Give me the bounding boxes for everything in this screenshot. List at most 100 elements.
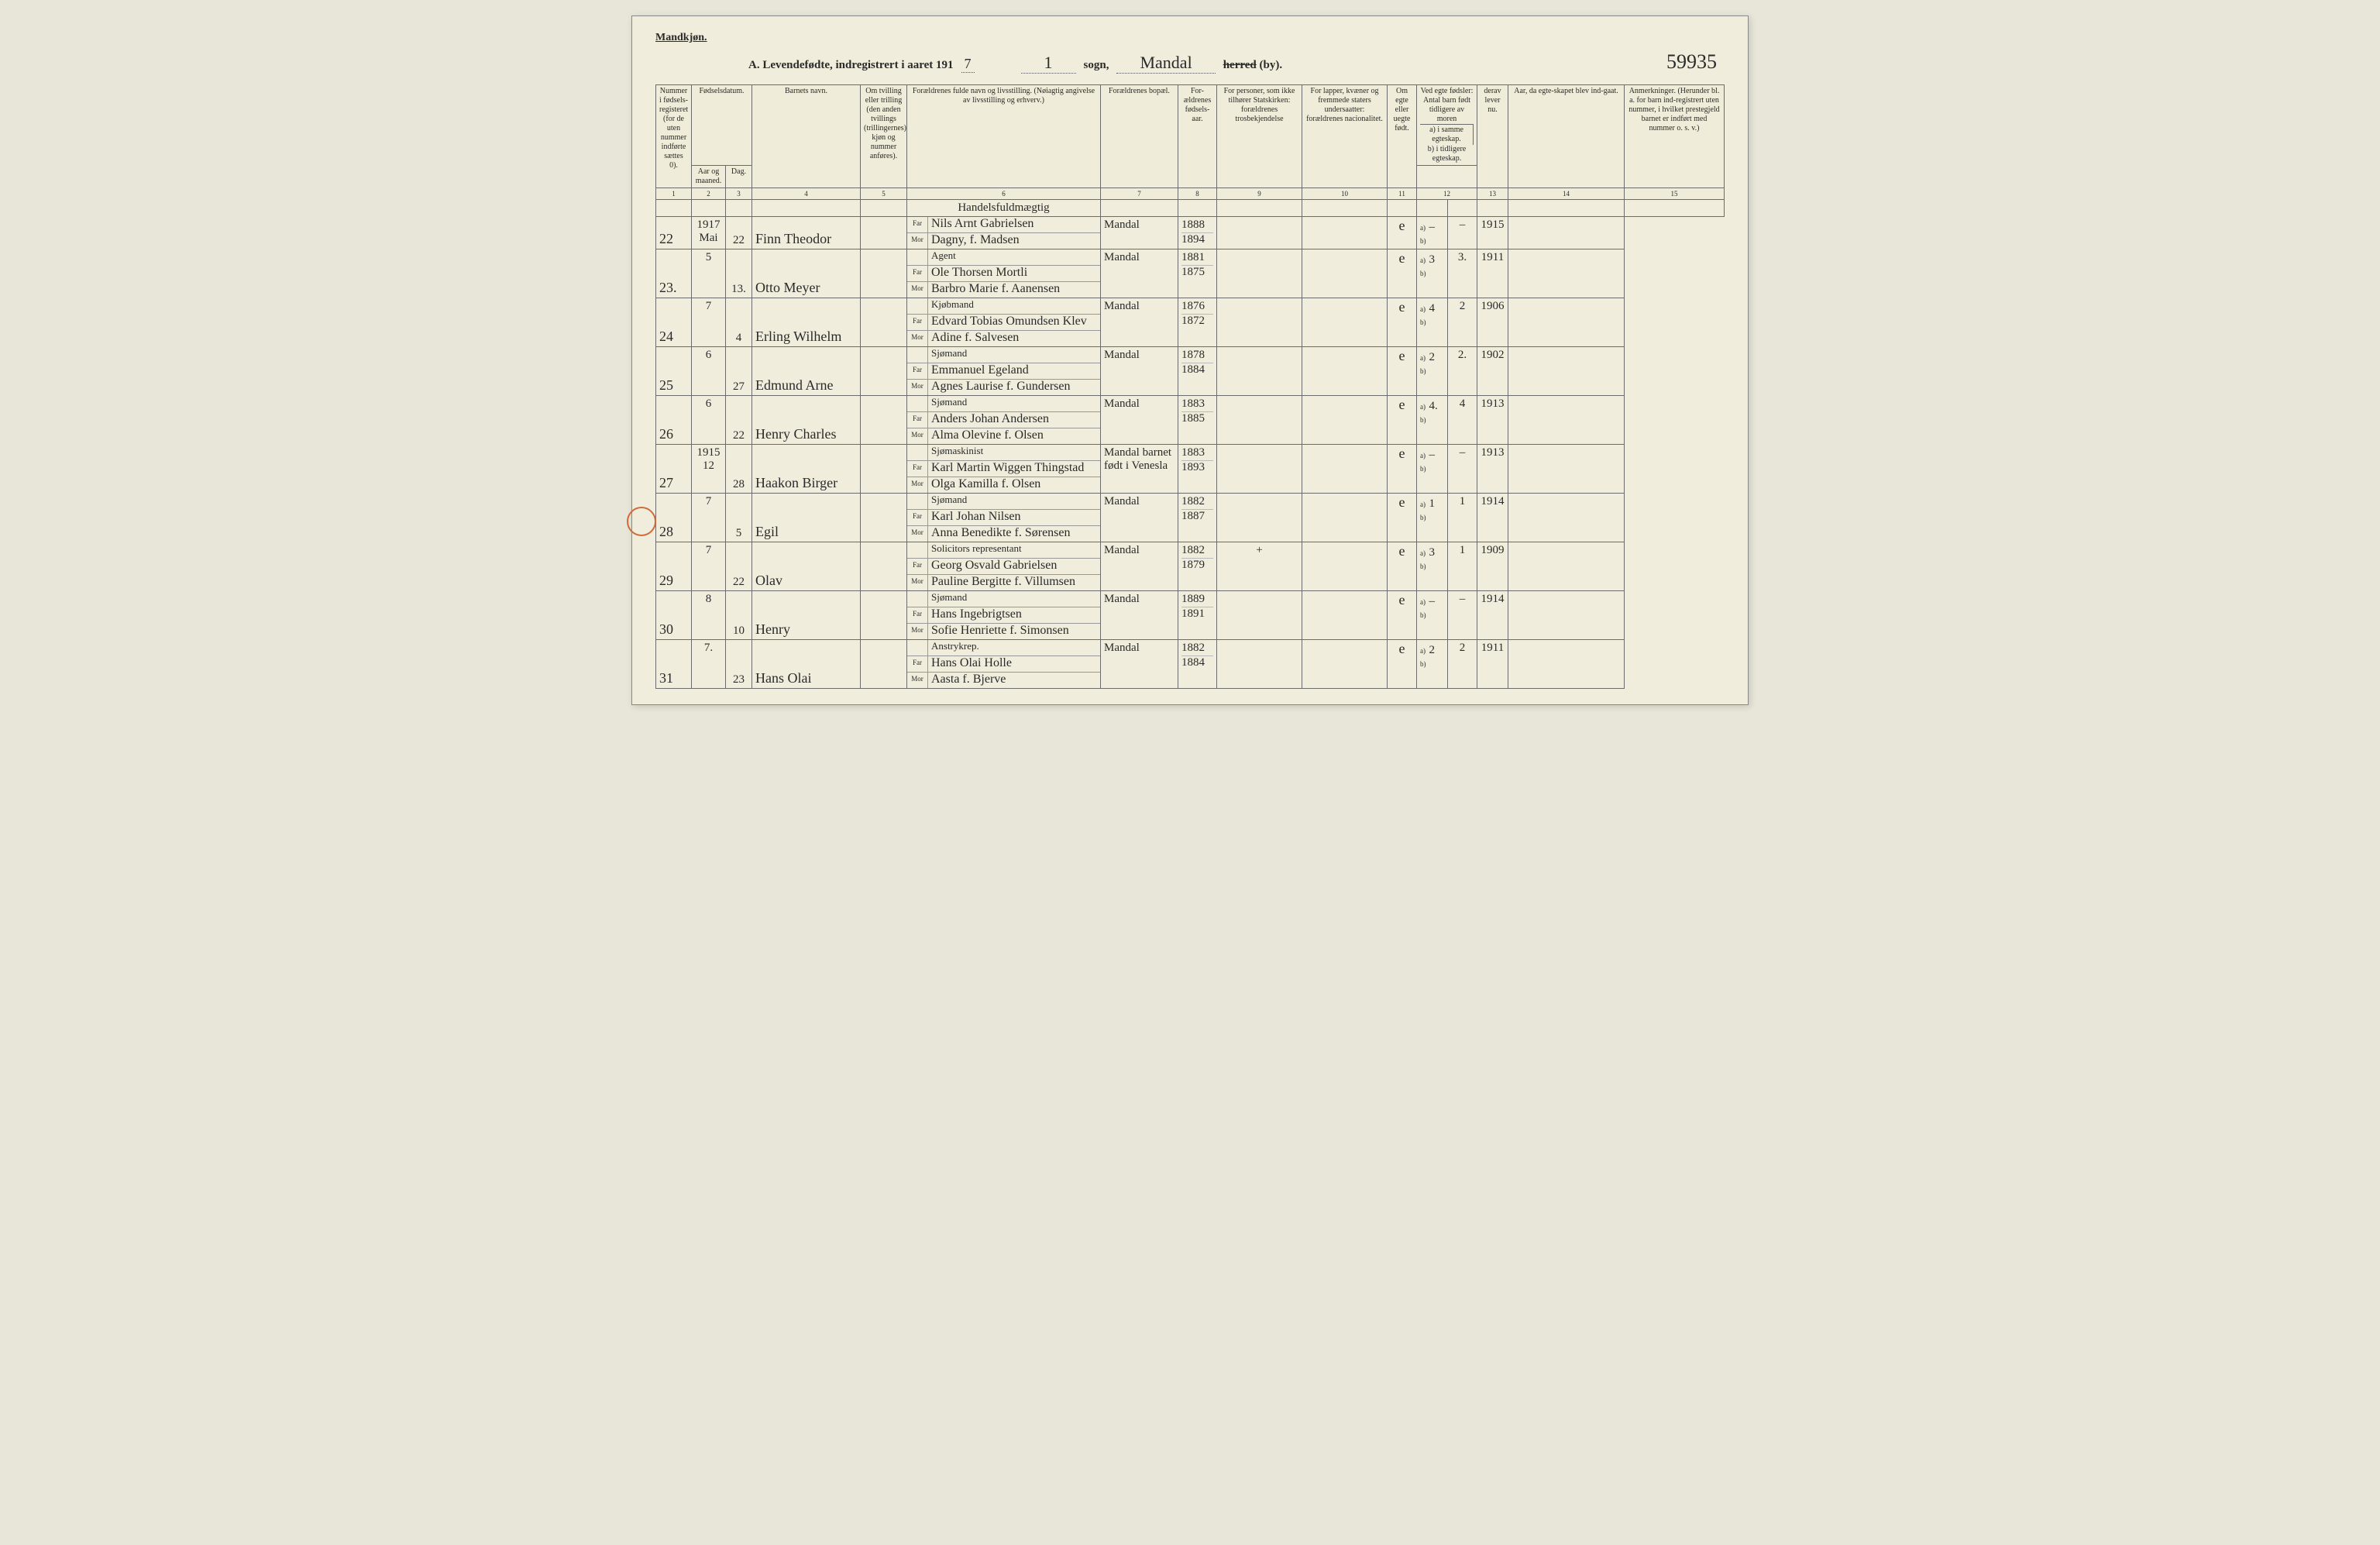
table-row: 25 6 27 Edmund Arne Sjømand Far Emmanuel… xyxy=(656,347,1725,396)
cell-day: 22 xyxy=(726,542,752,591)
cell-parents: Sjømaskinist Far Karl Martin Wiggen Thin… xyxy=(907,445,1101,494)
cell-birth-years: 1889 1891 xyxy=(1178,591,1217,640)
prev-a: a) 1 xyxy=(1420,495,1444,513)
cell-day: 27 xyxy=(726,347,752,396)
col-4-header: Barnets navn. xyxy=(752,85,861,188)
prev-b: b) xyxy=(1420,415,1444,426)
cell-religion xyxy=(1217,249,1302,298)
cell-religion xyxy=(1217,445,1302,494)
cell-legitimate: e xyxy=(1388,217,1417,249)
far-label: Far xyxy=(907,461,928,477)
title-prefix: A. Levendefødte, indregistrert i aaret 1… xyxy=(748,59,954,72)
cell-nationality xyxy=(1302,542,1388,591)
mother-birth-year: 1891 xyxy=(1181,607,1213,621)
cell-day: 5 xyxy=(726,494,752,542)
father-name: Karl Martin Wiggen Thingstad xyxy=(928,461,1100,477)
prev-b: b) xyxy=(1420,464,1444,475)
cell-prev-children: a) – b) xyxy=(1417,445,1448,494)
red-circle-mark xyxy=(627,507,656,536)
preline-occupation: Handelsfuldmægtig xyxy=(907,200,1101,217)
cell-religion xyxy=(1217,396,1302,445)
cell-remarks xyxy=(1508,640,1625,689)
cell-birth-years: 1882 1879 xyxy=(1178,542,1217,591)
prev-a: a) 2 xyxy=(1420,642,1444,659)
table-header: Nummer i fødsels-registeret (for de uten… xyxy=(656,85,1725,200)
cell-day: 13. xyxy=(726,249,752,298)
page-code: 59935 xyxy=(1666,50,1725,74)
col-7-header: Forældrenes bopæl. xyxy=(1101,85,1178,188)
father-occupation: Sjømand xyxy=(928,396,1100,411)
cell-year-month: 7. xyxy=(692,640,726,689)
cell-prev-children: a) 3 b) xyxy=(1417,249,1448,298)
prev-a: a) 3 xyxy=(1420,251,1444,269)
father-birth-year: 1878 xyxy=(1181,349,1213,363)
father-name: Hans Olai Holle xyxy=(928,656,1100,672)
cell-child-name: Finn Theodor xyxy=(752,217,861,249)
cell-residence: Mandal xyxy=(1101,298,1178,347)
father-occupation: Sjømand xyxy=(928,591,1100,607)
cell-twin xyxy=(861,591,907,640)
cell-year-month: 1915 12 xyxy=(692,445,726,494)
prev-b: b) xyxy=(1420,269,1444,280)
cell-birth-years: 1878 1884 xyxy=(1178,347,1217,396)
cell-remarks xyxy=(1508,396,1625,445)
cell-num: 28 xyxy=(656,494,692,542)
cell-year-month: 5 xyxy=(692,249,726,298)
mor-label: Mor xyxy=(907,233,928,249)
herred-after: (by). xyxy=(1259,59,1282,71)
cell-parents: Sjømand Far Hans Ingebrigtsen Mor Sofie … xyxy=(907,591,1101,640)
colnum: 6 xyxy=(907,188,1101,200)
sogn-value: 1 xyxy=(1021,53,1076,74)
cell-prev-children: a) 3 b) xyxy=(1417,542,1448,591)
colnum: 14 xyxy=(1508,188,1625,200)
cell-religion: + xyxy=(1217,542,1302,591)
table-row: 30 8 10 Henry Sjømand Far Hans Ingebrigt… xyxy=(656,591,1725,640)
cell-birth-years: 1883 1893 xyxy=(1178,445,1217,494)
cell-child-name: Egil xyxy=(752,494,861,542)
cell-birth-years: 1882 1884 xyxy=(1178,640,1217,689)
gender-label: Mandkjøn. xyxy=(655,32,1725,44)
cell-remarks xyxy=(1508,249,1625,298)
mother-name: Aasta f. Bjerve xyxy=(928,673,1100,688)
cell-residence: Mandal xyxy=(1101,347,1178,396)
col-6-header: Forældrenes fulde navn og livsstilling. … xyxy=(907,85,1101,188)
prev-b: b) xyxy=(1420,659,1444,670)
far-label: Far xyxy=(907,607,928,623)
cell-year-month: 7 xyxy=(692,494,726,542)
cell-nationality xyxy=(1302,445,1388,494)
cell-num: 23. xyxy=(656,249,692,298)
cell-birth-years: 1883 1885 xyxy=(1178,396,1217,445)
cell-living-now: 2. xyxy=(1448,347,1477,396)
cell-remarks xyxy=(1508,347,1625,396)
cell-num: 24 xyxy=(656,298,692,347)
cell-religion xyxy=(1217,298,1302,347)
father-occupation: Agent xyxy=(928,249,1100,265)
col-10-header: For lapper, kvæner og fremmede staters u… xyxy=(1302,85,1388,188)
cell-child-name: Hans Olai xyxy=(752,640,861,689)
prev-b: b) xyxy=(1420,318,1444,329)
father-birth-year: 1882 xyxy=(1181,495,1213,510)
cell-religion xyxy=(1217,217,1302,249)
cell-residence: Mandal xyxy=(1101,542,1178,591)
cell-twin xyxy=(861,217,907,249)
cell-twin xyxy=(861,640,907,689)
father-birth-year: 1882 xyxy=(1181,544,1213,559)
cell-marriage-year: 1913 xyxy=(1477,396,1508,445)
father-name: Ole Thorsen Mortli xyxy=(928,266,1100,281)
cell-living-now: 1 xyxy=(1448,494,1477,542)
cell-parents: Kjøbmand Far Edvard Tobias Omundsen Klev… xyxy=(907,298,1101,347)
cell-religion xyxy=(1217,494,1302,542)
mother-name: Pauline Bergitte f. Villumsen xyxy=(928,575,1100,590)
colnum: 3 xyxy=(726,188,752,200)
cell-prev-children: a) 2 b) xyxy=(1417,640,1448,689)
colnum: 4 xyxy=(752,188,861,200)
col-12b-header: b) i tidligere egteskap. xyxy=(1420,145,1474,163)
father-birth-year: 1883 xyxy=(1181,397,1213,412)
cell-year-month: 7 xyxy=(692,542,726,591)
far-label: Far xyxy=(907,510,928,525)
col-8-header: For-ældrenes fødsels-aar. xyxy=(1178,85,1217,188)
prev-a: a) 4. xyxy=(1420,397,1444,415)
cell-year-month: 8 xyxy=(692,591,726,640)
cell-residence: Mandal xyxy=(1101,640,1178,689)
cell-remarks xyxy=(1508,217,1625,249)
